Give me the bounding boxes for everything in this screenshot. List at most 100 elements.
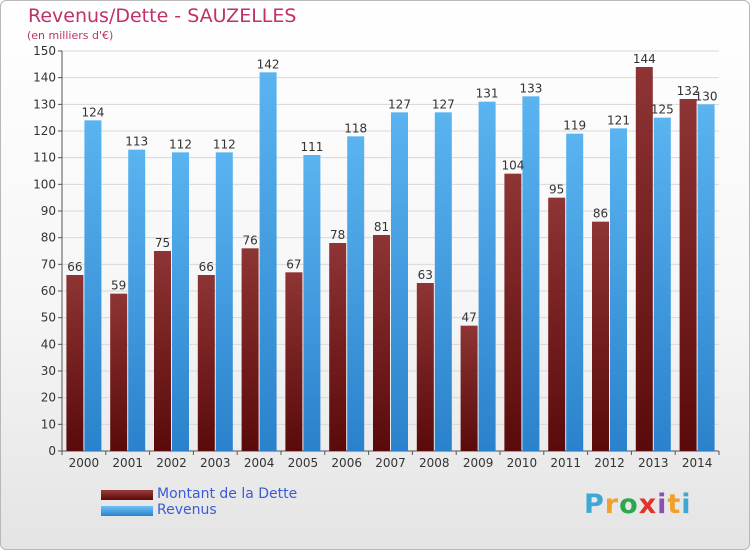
legend-swatch-revenus [101, 506, 153, 516]
data-label-revenus: 113 [125, 135, 148, 149]
bar-debt [66, 275, 84, 451]
y-tick-label: 120 [33, 124, 56, 138]
x-tick-label: 2011 [550, 456, 581, 470]
chart-title: Revenus/Dette - SAUZELLES [28, 5, 297, 27]
data-label-revenus: 124 [81, 105, 104, 119]
bar-revenus [653, 117, 671, 452]
legend-label-debt: Montant de la Dette [157, 486, 298, 502]
proxiti-logo: Proxiti [584, 489, 692, 520]
bar-revenus [215, 152, 233, 452]
y-tick-label: 100 [33, 177, 56, 191]
data-label-debt: 59 [111, 279, 126, 293]
bar-revenus [522, 96, 540, 451]
bar-revenus [347, 136, 365, 452]
bar-revenus [128, 149, 146, 451]
data-label-revenus: 127 [388, 97, 411, 111]
y-tick-label: 70 [41, 257, 56, 271]
data-label-revenus: 111 [300, 140, 323, 154]
data-label-debt: 66 [67, 260, 82, 274]
y-tick-label: 60 [41, 284, 56, 298]
x-tick-label: 2010 [507, 456, 538, 470]
data-label-revenus: 142 [257, 57, 280, 71]
data-label-debt: 66 [199, 260, 214, 274]
bar-debt [635, 67, 653, 451]
logo-letter: P [584, 489, 605, 520]
data-label-debt: 144 [633, 52, 656, 66]
bar-revenus [303, 155, 321, 451]
bar-revenus [434, 112, 452, 451]
x-tick-label: 2004 [244, 456, 275, 470]
data-label-revenus: 119 [563, 119, 586, 133]
bar-debt [460, 325, 478, 451]
bar-revenus [478, 101, 496, 452]
x-tick-label: 2008 [419, 456, 450, 470]
data-label-debt: 47 [461, 311, 476, 325]
data-label-debt: 63 [418, 268, 433, 282]
x-tick-label: 2006 [331, 456, 362, 470]
data-label-debt: 86 [593, 207, 608, 221]
x-tick-label: 2001 [112, 456, 143, 470]
data-label-revenus: 125 [651, 103, 674, 117]
y-tick-label: 10 [41, 417, 56, 431]
data-labels: 66 124 59 113 75 112 66 112 76 142 67 111 78 118 81 127… [67, 52, 717, 325]
logo-letter: r [604, 489, 620, 520]
legend-label-revenus: Revenus [157, 502, 217, 518]
y-tick-label: 0 [48, 444, 56, 458]
data-label-debt: 78 [330, 228, 345, 242]
bar-debt [285, 272, 303, 451]
data-label-debt: 104 [501, 159, 524, 173]
bar-revenus [391, 112, 408, 451]
data-label-revenus: 121 [607, 113, 630, 127]
bar-debt [548, 197, 566, 451]
y-tick-label: 90 [41, 204, 56, 218]
y-tick-label: 20 [41, 391, 56, 405]
bar-revenus [84, 120, 102, 451]
y-tick-label: 80 [41, 231, 56, 245]
data-label-revenus: 112 [213, 137, 236, 151]
x-tick-label: 2005 [288, 456, 319, 470]
data-label-revenus: 112 [169, 137, 192, 151]
bar-revenus [172, 152, 189, 452]
bar-debt [241, 248, 259, 451]
data-label-revenus: 131 [476, 87, 499, 101]
bar-debt [373, 235, 390, 451]
y-tick-label: 30 [41, 364, 56, 378]
bar-revenus [610, 128, 627, 451]
x-tick-label: 2000 [69, 456, 100, 470]
bars [66, 67, 715, 452]
logo-letter: o [619, 489, 639, 520]
bar-debt [110, 293, 128, 451]
logo-letter: i [681, 489, 692, 520]
logo-letter: i [657, 489, 668, 520]
data-label-revenus: 127 [432, 97, 455, 111]
x-tick-label: 2003 [200, 456, 231, 470]
y-tick-label: 130 [33, 97, 56, 111]
y-axis-ticks: 0 10 20 30 40 50 60 70 80 90 100 110 120 130 140 150 [33, 44, 719, 458]
data-label-revenus: 118 [344, 121, 367, 135]
bar-debt [197, 275, 215, 451]
data-label-debt: 95 [549, 183, 564, 197]
data-label-debt: 81 [374, 220, 389, 234]
bar-revenus [566, 133, 584, 451]
data-label-revenus: 130 [695, 89, 718, 103]
bar-debt [154, 251, 171, 451]
data-label-debt: 76 [242, 233, 257, 247]
bar-debt [504, 173, 522, 451]
y-tick-label: 50 [41, 311, 56, 325]
y-tick-label: 110 [33, 151, 56, 165]
data-label-debt: 75 [155, 236, 170, 250]
data-label-debt: 132 [677, 84, 700, 98]
bar-debt [416, 283, 434, 451]
chart-subtitle: (en milliers d'€) [27, 29, 114, 42]
y-tick-label: 140 [33, 71, 56, 85]
x-tick-label: 2013 [638, 456, 669, 470]
bar-debt [329, 243, 347, 451]
x-tick-label: 2009 [463, 456, 494, 470]
grid-lines [62, 50, 719, 452]
x-tick-label: 2012 [594, 456, 625, 470]
bar-debt [592, 221, 609, 451]
bar-revenus [259, 72, 277, 451]
bar-revenus [697, 104, 715, 451]
logo-letter: t [667, 489, 682, 520]
